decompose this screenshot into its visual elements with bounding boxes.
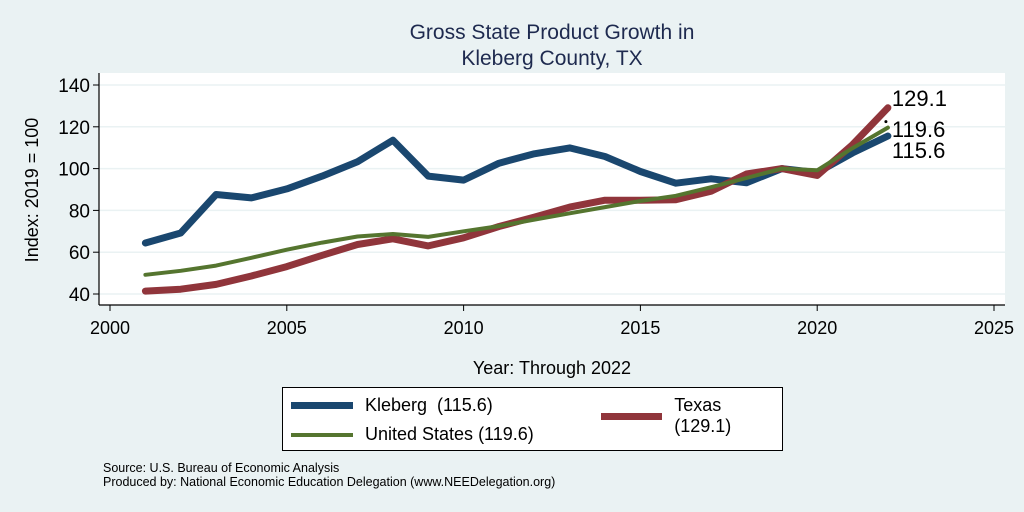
legend-swatch-texas	[601, 412, 663, 420]
source-note: Source: U.S. Bureau of Economic Analysis	[103, 461, 340, 475]
end-label-kleberg: 115.6	[892, 138, 945, 163]
x-tick-label: 2015	[620, 318, 660, 338]
x-axis-label: Year: Through 2022	[473, 358, 631, 378]
legend-label-kleberg: Kleberg (115.6)	[365, 395, 493, 415]
y-tick-label: 140	[58, 76, 90, 97]
x-tick-label: 2010	[444, 318, 484, 338]
x-tick-label: 2020	[797, 318, 837, 338]
plot-area	[99, 73, 1005, 305]
y-tick-label: 60	[69, 243, 90, 264]
legend-item-united-states: United States (119.6)	[291, 424, 534, 445]
legend-item-kleberg: Kleberg (115.6)	[291, 395, 493, 416]
y-tick-label: 100	[58, 160, 90, 181]
y-tick-label: 120	[58, 118, 90, 139]
x-tick-label: 2005	[267, 318, 307, 338]
end-label-united-states: 119.6	[892, 117, 945, 142]
produced-by-note: Produced by: National Economic Education…	[103, 475, 556, 489]
legend-swatch-united-states	[291, 432, 353, 437]
series-line-kleberg	[141, 132, 892, 247]
series-line-united-states	[143, 125, 890, 277]
y-axis-label: Index: 2019 = 100	[22, 118, 42, 263]
end-label-texas: 129.1	[892, 86, 947, 111]
x-tick-label: 2000	[90, 318, 130, 338]
chart-title-line-1: Gross State Product Growth in	[409, 21, 695, 44]
legend-label-united-states: United States (119.6)	[365, 424, 534, 444]
y-tick-label: 40	[69, 285, 90, 306]
x-tick-label: 2025	[974, 318, 1014, 338]
legend-item-texas: Texas (129.1)	[601, 395, 782, 437]
legend-label-texas: Texas (129.1)	[674, 395, 732, 436]
end-label-marker-dot	[884, 120, 888, 124]
legend: Kleberg (115.6) Texas (129.1) United Sta…	[282, 387, 783, 451]
legend-swatch-kleberg	[291, 402, 353, 409]
y-tick-label: 80	[69, 201, 90, 222]
chart-title-line-2: Kleberg County, TX	[461, 47, 643, 70]
